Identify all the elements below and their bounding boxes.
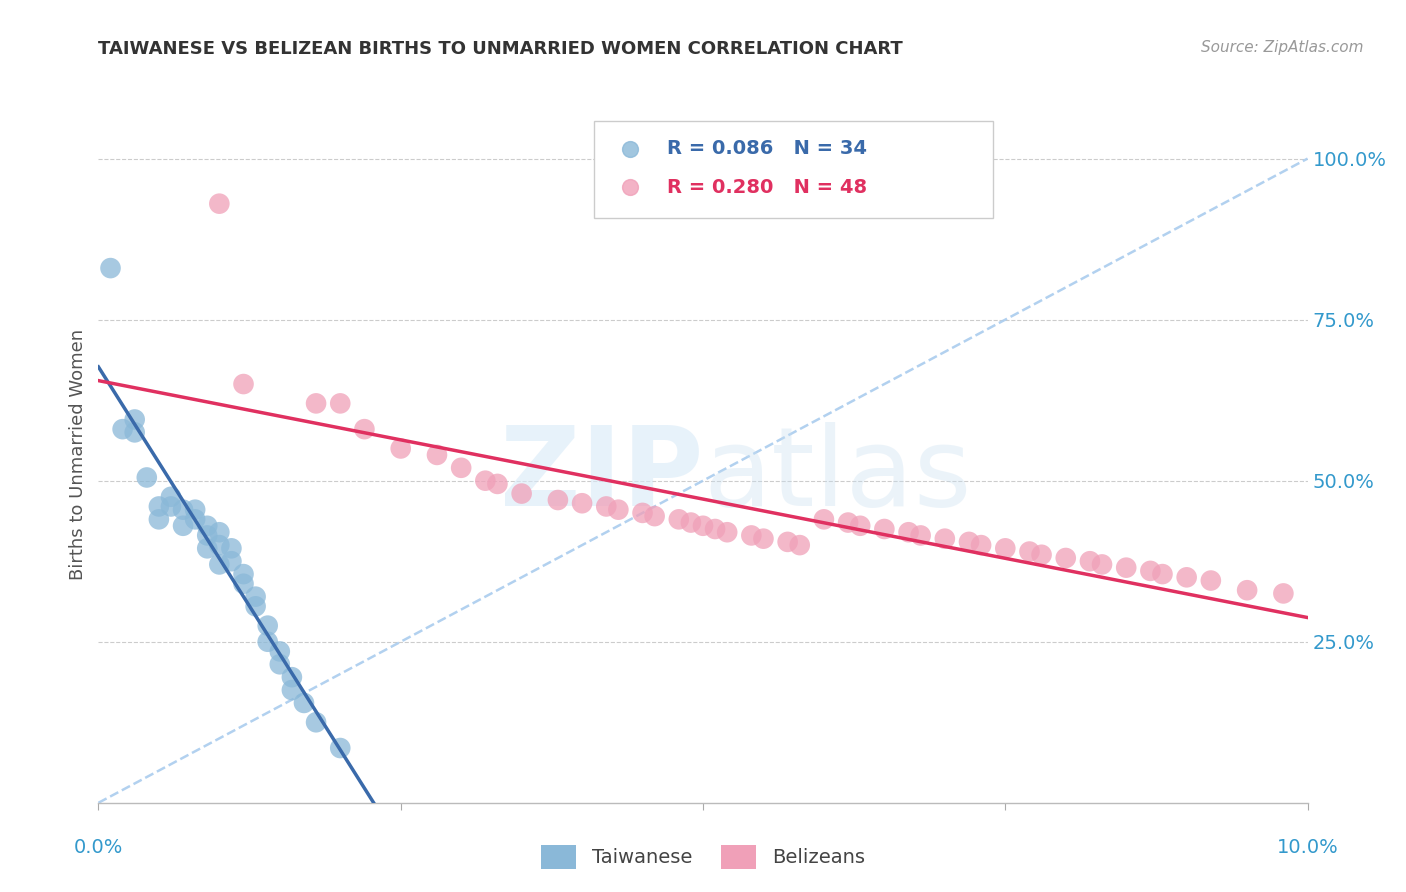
Point bbox=[208, 196, 231, 211]
Point bbox=[124, 425, 146, 440]
Point bbox=[1236, 583, 1258, 598]
Point bbox=[292, 696, 315, 710]
Point bbox=[111, 422, 134, 436]
Point bbox=[305, 396, 328, 410]
Point bbox=[329, 396, 352, 410]
Point bbox=[256, 618, 278, 632]
Point bbox=[1199, 574, 1222, 588]
Point bbox=[1139, 564, 1161, 578]
Point bbox=[160, 490, 183, 504]
Point bbox=[837, 516, 859, 530]
Point bbox=[135, 470, 157, 484]
Point bbox=[910, 528, 932, 542]
Point bbox=[232, 576, 254, 591]
Point bbox=[245, 599, 267, 614]
Point bbox=[668, 512, 690, 526]
Point bbox=[571, 496, 593, 510]
Point bbox=[148, 500, 170, 514]
Point bbox=[232, 377, 254, 392]
Point bbox=[208, 558, 231, 572]
Point bbox=[353, 422, 375, 436]
Point bbox=[172, 502, 194, 516]
Point bbox=[789, 538, 811, 552]
Text: 0.0%: 0.0% bbox=[73, 838, 124, 857]
Point bbox=[100, 261, 122, 276]
Point bbox=[184, 502, 207, 516]
Text: R = 0.086   N = 34: R = 0.086 N = 34 bbox=[666, 139, 866, 158]
Point bbox=[1152, 567, 1174, 582]
Point bbox=[1031, 548, 1053, 562]
Point bbox=[934, 532, 956, 546]
Text: Source: ZipAtlas.com: Source: ZipAtlas.com bbox=[1201, 40, 1364, 55]
Point bbox=[232, 567, 254, 582]
Point bbox=[329, 741, 352, 756]
Point bbox=[245, 590, 267, 604]
Point bbox=[256, 634, 278, 648]
Point bbox=[1272, 586, 1295, 600]
Point bbox=[1078, 554, 1101, 568]
Y-axis label: Births to Unmarried Women: Births to Unmarried Women bbox=[69, 329, 87, 581]
Point bbox=[195, 541, 218, 556]
Point bbox=[873, 522, 896, 536]
Point bbox=[607, 502, 630, 516]
Point bbox=[208, 525, 231, 540]
Point bbox=[740, 528, 762, 542]
Point bbox=[716, 525, 738, 540]
Point bbox=[704, 522, 727, 536]
Point bbox=[1115, 560, 1137, 574]
Text: R = 0.280   N = 48: R = 0.280 N = 48 bbox=[666, 178, 868, 196]
Point bbox=[510, 486, 533, 500]
Point bbox=[1091, 558, 1114, 572]
Point bbox=[692, 518, 714, 533]
Point bbox=[160, 500, 183, 514]
Point bbox=[221, 541, 243, 556]
Point bbox=[1018, 544, 1040, 558]
Point bbox=[547, 493, 569, 508]
Point bbox=[221, 554, 243, 568]
Point bbox=[281, 670, 304, 684]
Legend: Taiwanese, Belizeans: Taiwanese, Belizeans bbox=[533, 838, 873, 877]
Text: atlas: atlas bbox=[703, 422, 972, 529]
Point bbox=[208, 538, 231, 552]
Text: 10.0%: 10.0% bbox=[1277, 838, 1339, 857]
Point bbox=[897, 525, 920, 540]
Point bbox=[849, 518, 872, 533]
Point bbox=[994, 541, 1017, 556]
Point bbox=[450, 460, 472, 475]
Point bbox=[813, 512, 835, 526]
Point bbox=[474, 474, 496, 488]
Point bbox=[195, 518, 218, 533]
Text: TAIWANESE VS BELIZEAN BIRTHS TO UNMARRIED WOMEN CORRELATION CHART: TAIWANESE VS BELIZEAN BIRTHS TO UNMARRIE… bbox=[98, 40, 903, 58]
Point bbox=[957, 534, 980, 549]
Point bbox=[631, 506, 654, 520]
Point bbox=[195, 528, 218, 542]
Point bbox=[752, 532, 775, 546]
Point bbox=[426, 448, 449, 462]
Point bbox=[305, 715, 328, 730]
Point bbox=[486, 476, 509, 491]
Point bbox=[970, 538, 993, 552]
Point bbox=[1054, 551, 1077, 566]
Point bbox=[148, 512, 170, 526]
Point bbox=[269, 644, 291, 658]
Point bbox=[776, 534, 799, 549]
Point bbox=[172, 518, 194, 533]
Point bbox=[389, 442, 412, 456]
Point bbox=[1175, 570, 1198, 584]
Point bbox=[124, 412, 146, 426]
Point bbox=[644, 509, 666, 524]
Point bbox=[595, 500, 617, 514]
FancyBboxPatch shape bbox=[595, 121, 993, 219]
Text: ZIP: ZIP bbox=[499, 422, 703, 529]
Point bbox=[269, 657, 291, 672]
Point bbox=[281, 683, 304, 698]
Point bbox=[679, 516, 702, 530]
Point bbox=[184, 512, 207, 526]
